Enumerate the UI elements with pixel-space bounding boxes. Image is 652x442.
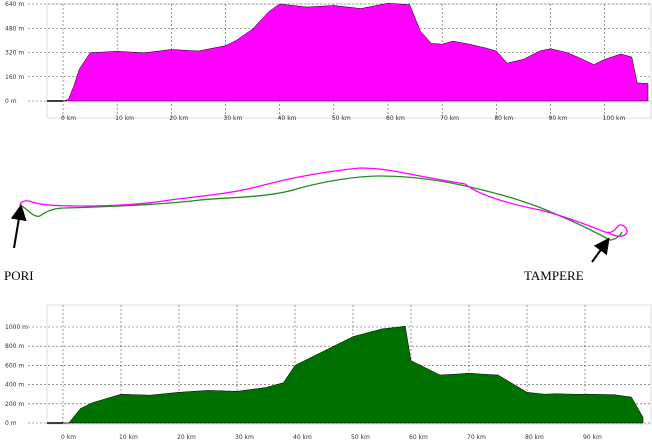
x-tick-label: 0 km — [61, 434, 76, 441]
x-tick-label: 10 km — [115, 115, 134, 122]
y-tick-label: 480 m — [5, 25, 24, 32]
route-line-magenta — [19, 167, 628, 237]
x-tick-label: 50 km — [351, 434, 370, 441]
y-tick-label: 1000 m — [5, 324, 28, 331]
x-tick-label: 60 km — [386, 115, 405, 122]
x-tick-label: 60 km — [409, 434, 428, 441]
y-tick-label: 640 m — [5, 1, 24, 8]
x-tick-label: 20 km — [169, 115, 188, 122]
elevation-area — [62, 2, 649, 102]
x-tick-label: 10 km — [119, 434, 138, 441]
end-label: TAMPERE — [524, 268, 584, 283]
y-tick-label: 160 m — [5, 74, 24, 81]
start-label: PORI — [4, 268, 34, 283]
y-tick-label: 200 m — [5, 401, 24, 408]
x-tick-label: 30 km — [235, 434, 254, 441]
tampere-arrow — [591, 237, 610, 263]
y-tick-label: 400 m — [5, 382, 24, 389]
pori-arrow — [10, 204, 27, 249]
route-line-green — [21, 175, 623, 241]
y-tick-label: 800 m — [5, 343, 24, 350]
elevation-chart-green: 0 m 200 m 400 m 600 m 800 m 1000 m 0 km 10 km 20… — [5, 304, 652, 441]
x-tick-label: 20 km — [177, 434, 196, 441]
x-tick-label: 80 km — [525, 434, 544, 441]
elevation-chart-magenta: 0 m 160 m 320 m 480 m 640 m 0 km 10 km 20 km 30 … — [5, 1, 652, 122]
elevation-area — [63, 325, 644, 424]
y-tick-label: 0 m — [5, 420, 17, 427]
x-tick-label: 70 km — [440, 115, 459, 122]
x-tick-label: 80 km — [494, 115, 513, 122]
x-tick-label: 30 km — [224, 115, 243, 122]
x-tick-label: 90 km — [583, 434, 602, 441]
route-map: PORI TAMPERE — [4, 167, 628, 283]
x-tick-label: 70 km — [467, 434, 486, 441]
x-tick-label: 100 km — [603, 115, 626, 122]
x-tick-label: 90 km — [549, 115, 568, 122]
y-tick-label: 600 m — [5, 362, 24, 369]
x-tick-label: 40 km — [278, 115, 297, 122]
x-tick-label: 40 km — [293, 434, 312, 441]
x-tick-label: 50 km — [332, 115, 351, 122]
y-tick-label: 0 m — [5, 98, 17, 105]
y-tick-label: 320 m — [5, 50, 24, 57]
plot-frame — [46, 304, 652, 425]
x-tick-label: 0 km — [61, 115, 76, 122]
